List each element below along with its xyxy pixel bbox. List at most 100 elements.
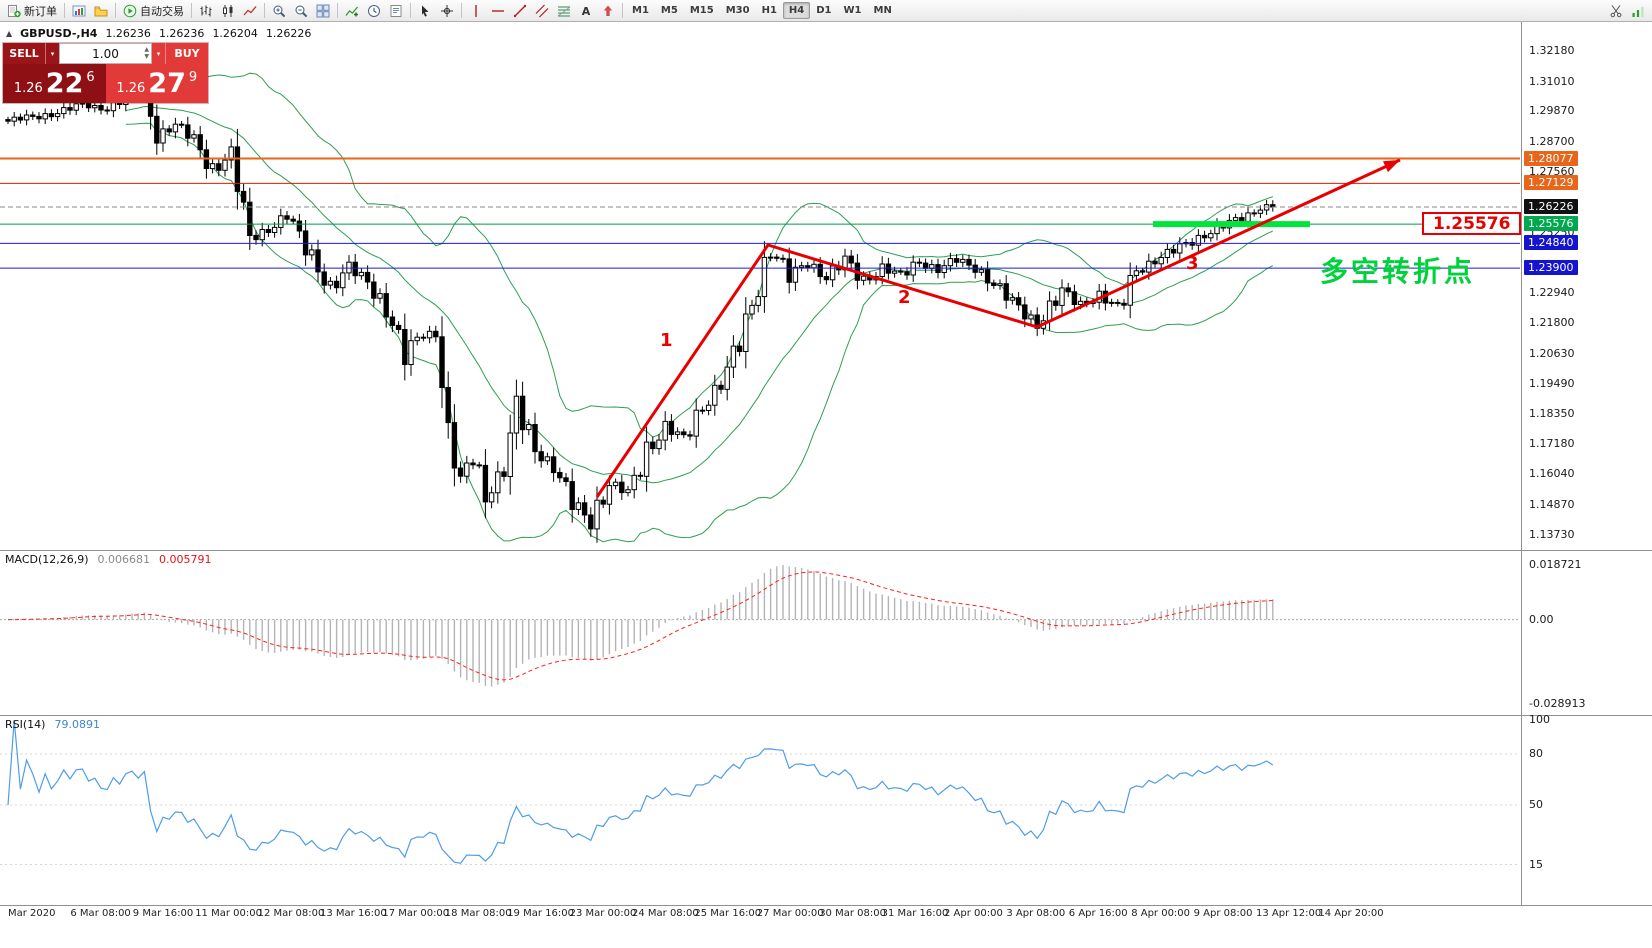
buy-price[interactable]: 1.26 27 9 — [105, 64, 208, 103]
arrows-button[interactable] — [597, 1, 619, 20]
buy-price-pips: 27 — [148, 68, 186, 99]
ohlc-open: 1.26236 — [105, 27, 151, 40]
time-tick: 13 Apr 12:00 — [1256, 908, 1322, 919]
rsi-scale-label: 100 — [1529, 713, 1550, 726]
time-tick: 17 Mar 00:00 — [382, 908, 450, 919]
chart-workspace[interactable]: 1 2 3 ▲ GBPUSD-,H4 1.26236 1.26236 1.26204… — [0, 22, 1652, 948]
buy-button[interactable]: BUY — [166, 43, 208, 64]
horizontal-level-lines[interactable] — [0, 157, 1520, 269]
panel-separators — [0, 22, 1652, 906]
channel-button[interactable] — [531, 1, 553, 20]
price-axis[interactable]: 1.32180 1.31010 1.29870 1.28700 1.27560 1.252… — [1522, 22, 1652, 922]
price-tick: 1.19490 — [1529, 376, 1575, 390]
trendline-button[interactable] — [509, 1, 531, 20]
chart-canvas[interactable]: 1 2 3 — [0, 22, 1652, 948]
time-tick: 6 Mar 08:00 — [70, 908, 131, 919]
connection-button[interactable] — [1627, 1, 1649, 20]
text-button[interactable]: A — [575, 1, 597, 20]
sell-price-pips: 22 — [45, 68, 84, 99]
candlestick-series — [5, 75, 1276, 543]
crosshair-button[interactable] — [436, 1, 458, 20]
volume-value: 1.00 — [92, 46, 119, 61]
price-badge: 1.26226 — [1524, 199, 1578, 215]
tile-windows-button[interactable] — [312, 1, 334, 20]
one-click-trading-panel: SELL ▾ 1.00 ▲ ▼ ▾ BUY 1.26 22 6 1.26 27 9 — [3, 43, 208, 103]
volume-input[interactable]: 1.00 ▲ ▼ — [59, 43, 152, 64]
timeframe-button-h4[interactable]: H4 — [782, 2, 811, 19]
chart-title: GBPUSD-,H4 — [20, 27, 98, 40]
cursor-button[interactable] — [414, 1, 436, 20]
new-chart-button[interactable] — [68, 1, 90, 20]
time-tick: 18 Mar 08:00 — [444, 908, 512, 919]
chinese-annotation[interactable]: 多空转折点 — [1320, 255, 1476, 288]
symbol-marker-icon: ▲ — [6, 29, 13, 38]
price-badge: 1.25576 — [1524, 216, 1578, 232]
wave-label-2: 2 — [898, 287, 911, 308]
sell-price[interactable]: 1.26 22 6 — [3, 64, 106, 103]
price-badge: 1.23900 — [1524, 260, 1578, 276]
sell-price-point: 6 — [86, 70, 95, 85]
price-tick: 1.13730 — [1529, 527, 1575, 541]
time-tick: 23 Mar 00:00 — [569, 908, 637, 919]
ohlc-close: 1.26226 — [265, 27, 312, 40]
wave-label-3: 3 — [1186, 253, 1199, 274]
toolbar: 新订单 自动交易 A M1 M5 M15 M30 H1 H4 D1 W1 MN — [0, 0, 1652, 22]
autotrading-button[interactable]: 自动交易 — [119, 1, 188, 20]
time-tick: 24 Mar 08:00 — [632, 908, 699, 919]
price-tick: 1.18350 — [1529, 406, 1575, 420]
templates-button[interactable] — [385, 1, 407, 20]
buy-dropdown[interactable]: ▾ — [152, 43, 166, 64]
time-axis[interactable]: Mar 2020 6 Mar 08:00 9 Mar 16:00 11 Mar 00:… — [0, 907, 1652, 923]
vertical-line-button[interactable] — [465, 1, 487, 20]
indicators-button[interactable] — [341, 1, 363, 20]
timeframe-switcher: M1 M5 M15 M30 H1 H4 D1 W1 MN — [626, 2, 898, 19]
fibonacci-button[interactable] — [553, 1, 575, 20]
price-tick: 1.29870 — [1529, 104, 1575, 118]
timeframe-button-mn[interactable]: MN — [873, 5, 892, 16]
rsi-scale-label: 80 — [1529, 747, 1543, 760]
price-badge: 1.24840 — [1524, 235, 1578, 251]
toolbar-separator — [337, 3, 338, 18]
timeframe-button-m1[interactable]: M1 — [632, 5, 649, 16]
macd-signal-value: 0.005791 — [159, 553, 212, 566]
volume-spinner[interactable]: ▲ ▼ — [144, 46, 149, 60]
new-order-button[interactable]: 新订单 — [3, 1, 61, 20]
timeframe-button-h1[interactable]: H1 — [761, 5, 777, 16]
timeframe-button-w1[interactable]: W1 — [843, 5, 862, 16]
time-tick: 8 Apr 00:00 — [1131, 908, 1191, 919]
price-tick: 1.32180 — [1529, 43, 1575, 57]
toolbar-separator — [622, 3, 623, 18]
rsi-name: RSI(14) — [5, 718, 46, 731]
profiles-button[interactable] — [90, 1, 112, 20]
time-tick: 25 Mar 16:00 — [694, 908, 762, 919]
time-tick: 11 Mar 00:00 — [195, 908, 262, 919]
time-tick: 13 Mar 16:00 — [320, 908, 387, 919]
line-chart-button[interactable] — [239, 1, 261, 20]
price-badge: 1.28077 — [1524, 150, 1578, 166]
zoom-in-button[interactable] — [268, 1, 290, 20]
timeframe-button-m5[interactable]: M5 — [660, 5, 678, 16]
trend-zigzag-annotation[interactable]: 1 2 3 — [595, 158, 1401, 498]
macd-label: MACD(12,26,9) 0.006681 0.005791 — [5, 553, 212, 566]
macd-scale-label: 0.00 — [1529, 612, 1554, 626]
horizontal-line-button[interactable] — [487, 1, 509, 20]
price-tick: 1.28700 — [1529, 135, 1575, 149]
price-callout[interactable]: 1.25576 — [1422, 212, 1522, 235]
toolbar-right-group — [1605, 1, 1649, 20]
zoom-out-button[interactable] — [290, 1, 312, 20]
periods-button[interactable] — [363, 1, 385, 20]
svg-text:A: A — [582, 5, 591, 18]
price-tick: 1.31010 — [1529, 74, 1575, 88]
bar-chart-button[interactable] — [195, 1, 217, 20]
timeframe-button-m30[interactable]: M30 — [725, 5, 750, 16]
sell-dropdown[interactable]: ▾ — [45, 43, 59, 64]
candle-chart-button[interactable] — [217, 1, 239, 20]
toolbar-separator — [115, 3, 116, 18]
sell-button[interactable]: SELL — [3, 43, 45, 64]
cut-button[interactable] — [1605, 1, 1627, 20]
price-tick: 1.22940 — [1529, 286, 1575, 300]
timeframe-button-m15[interactable]: M15 — [689, 5, 714, 16]
wave-label-1: 1 — [660, 330, 673, 351]
timeframe-button-d1[interactable]: D1 — [816, 5, 832, 16]
macd-scale-label: -0.028913 — [1529, 697, 1586, 710]
